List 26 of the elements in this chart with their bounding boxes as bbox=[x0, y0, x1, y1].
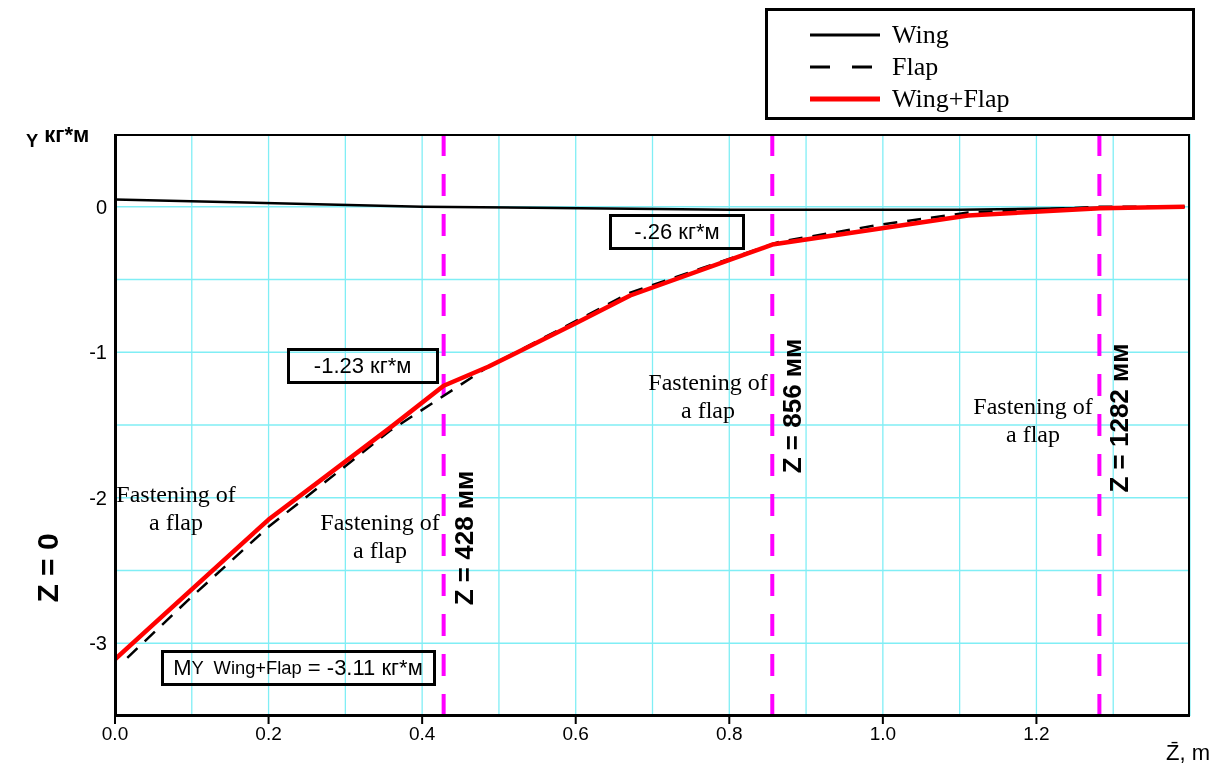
y-tick-label: -1 bbox=[89, 340, 107, 365]
annotation: -1.23 кг*м bbox=[286, 347, 439, 384]
annotation: Fastening of a flap bbox=[647, 368, 769, 424]
x-tick-label: 1.2 bbox=[1023, 723, 1050, 744]
x-tick-label: 0.4 bbox=[408, 723, 436, 744]
annotation: Fastening of a flap bbox=[319, 508, 441, 564]
legend-label: Wing+Flap bbox=[892, 84, 1010, 114]
ref-line-label: Z = 856 мм bbox=[776, 338, 808, 474]
legend-label: Flap bbox=[892, 52, 939, 82]
legend-label: Wing bbox=[892, 20, 949, 50]
x-tick-label: 0.2 bbox=[255, 723, 282, 744]
y-tick-label: 0 bbox=[95, 194, 107, 219]
text: Z = 0 bbox=[31, 533, 65, 603]
ref-line-label: Z = 1282 мм bbox=[1103, 343, 1135, 493]
x-tick-label: 0.8 bbox=[716, 723, 743, 744]
annotation: Fastening of a flap bbox=[115, 480, 237, 536]
x-axis-title: Z̄, m bbox=[1166, 740, 1210, 766]
annotation: Fastening of a flap bbox=[972, 392, 1094, 448]
label-frame: -.26 кг*м bbox=[609, 214, 745, 250]
x-tick-label: 0.0 bbox=[101, 723, 129, 744]
x-tick-label: 0.6 bbox=[562, 723, 589, 744]
y-axis-title: $_{Y}$ кг*м bbox=[26, 122, 90, 153]
ref-line-label: Z = 428 мм bbox=[448, 470, 480, 606]
y-tick-label: -3 bbox=[89, 631, 107, 656]
x-tick-label: 1.0 bbox=[869, 723, 897, 744]
y-tick-label: -2 bbox=[89, 485, 107, 510]
